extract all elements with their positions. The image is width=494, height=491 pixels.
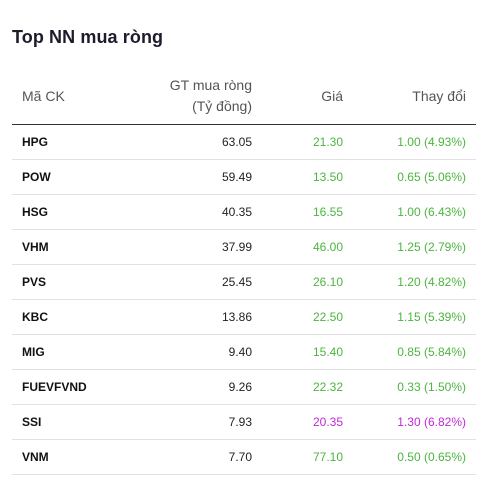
change-cell: 0.33 (1.50%) xyxy=(353,369,476,405)
symbol-cell[interactable]: MIG xyxy=(12,334,112,370)
change-cell: 1.20 (4.82%) xyxy=(353,264,476,300)
table-row[interactable]: POW 59.49 13.50 0.65 (5.06%) xyxy=(12,159,476,195)
table-row[interactable]: KBC 13.86 22.50 1.15 (5.39%) xyxy=(12,299,476,335)
change-cell: 0.50 (0.65%) xyxy=(353,439,476,475)
price-cell: 21.30 xyxy=(261,124,353,160)
net-buy-value-cell: 59.49 xyxy=(112,159,261,195)
symbol-cell[interactable]: FUEVFVND xyxy=(12,369,112,405)
price-cell: 26.10 xyxy=(261,264,353,300)
net-buy-value-cell: 40.35 xyxy=(112,194,261,230)
symbol-cell[interactable]: HSG xyxy=(12,194,112,230)
table-row[interactable]: SSI 7.93 20.35 1.30 (6.82%) xyxy=(12,404,476,440)
net-buy-value-cell: 13.86 xyxy=(112,299,261,335)
change-cell: 1.00 (4.93%) xyxy=(353,124,476,160)
net-buy-value-cell: 7.70 xyxy=(112,439,261,475)
table-row[interactable]: VNM 7.70 77.10 0.50 (0.65%) xyxy=(12,439,476,475)
column-header-price[interactable]: Giá xyxy=(261,68,353,125)
price-cell: 22.32 xyxy=(261,369,353,405)
column-header-net-buy-value[interactable]: GT mua ròng (Tỷ đồng) xyxy=(112,68,261,125)
net-buy-table: Mã CK GT mua ròng (Tỷ đồng) Giá Thay đổi… xyxy=(12,68,476,475)
symbol-cell[interactable]: PVS xyxy=(12,264,112,300)
net-buy-value-cell: 63.05 xyxy=(112,124,261,160)
table-row[interactable]: VHM 37.99 46.00 1.25 (2.79%) xyxy=(12,229,476,265)
column-header-change[interactable]: Thay đổi xyxy=(353,68,476,125)
column-header-net-buy-value-line1: GT mua ròng xyxy=(169,77,252,93)
net-buy-value-cell: 9.40 xyxy=(112,334,261,370)
widget-title: Top NN mua ròng xyxy=(12,27,164,47)
symbol-cell[interactable]: HPG xyxy=(12,124,112,160)
header-row: Mã CK GT mua ròng (Tỷ đồng) Giá Thay đổi xyxy=(12,68,476,125)
change-cell: 0.85 (5.84%) xyxy=(353,334,476,370)
table-row[interactable]: PVS 25.45 26.10 1.20 (4.82%) xyxy=(12,264,476,300)
change-cell: 1.00 (6.43%) xyxy=(353,194,476,230)
net-buy-value-cell: 9.26 xyxy=(112,369,261,405)
net-buy-value-cell: 7.93 xyxy=(112,404,261,440)
symbol-cell[interactable]: POW xyxy=(12,159,112,195)
table-row[interactable]: MIG 9.40 15.40 0.85 (5.84%) xyxy=(12,334,476,370)
price-cell: 77.10 xyxy=(261,439,353,475)
change-cell: 1.30 (6.82%) xyxy=(353,404,476,440)
symbol-cell[interactable]: KBC xyxy=(12,299,112,335)
price-cell: 13.50 xyxy=(261,159,353,195)
table-body: HPG 63.05 21.30 1.00 (4.93%) POW 59.49 1… xyxy=(12,124,476,475)
net-buy-value-cell: 37.99 xyxy=(112,229,261,265)
column-header-net-buy-value-line2: (Tỷ đồng) xyxy=(192,98,252,114)
symbol-cell[interactable]: VNM xyxy=(12,439,112,475)
change-cell: 1.25 (2.79%) xyxy=(353,229,476,265)
symbol-cell[interactable]: SSI xyxy=(12,404,112,440)
price-cell: 20.35 xyxy=(261,404,353,440)
symbol-cell[interactable]: VHM xyxy=(12,229,112,265)
table-row[interactable]: HSG 40.35 16.55 1.00 (6.43%) xyxy=(12,194,476,230)
price-cell: 16.55 xyxy=(261,194,353,230)
change-cell: 1.15 (5.39%) xyxy=(353,299,476,335)
price-cell: 22.50 xyxy=(261,299,353,335)
table-row[interactable]: HPG 63.05 21.30 1.00 (4.93%) xyxy=(12,124,476,160)
price-cell: 15.40 xyxy=(261,334,353,370)
change-cell: 0.65 (5.06%) xyxy=(353,159,476,195)
table-header: Mã CK GT mua ròng (Tỷ đồng) Giá Thay đổi xyxy=(12,68,476,125)
net-buy-value-cell: 25.45 xyxy=(112,264,261,300)
price-cell: 46.00 xyxy=(261,229,353,265)
column-header-symbol[interactable]: Mã CK xyxy=(12,68,112,125)
table-row[interactable]: FUEVFVND 9.26 22.32 0.33 (1.50%) xyxy=(12,369,476,405)
